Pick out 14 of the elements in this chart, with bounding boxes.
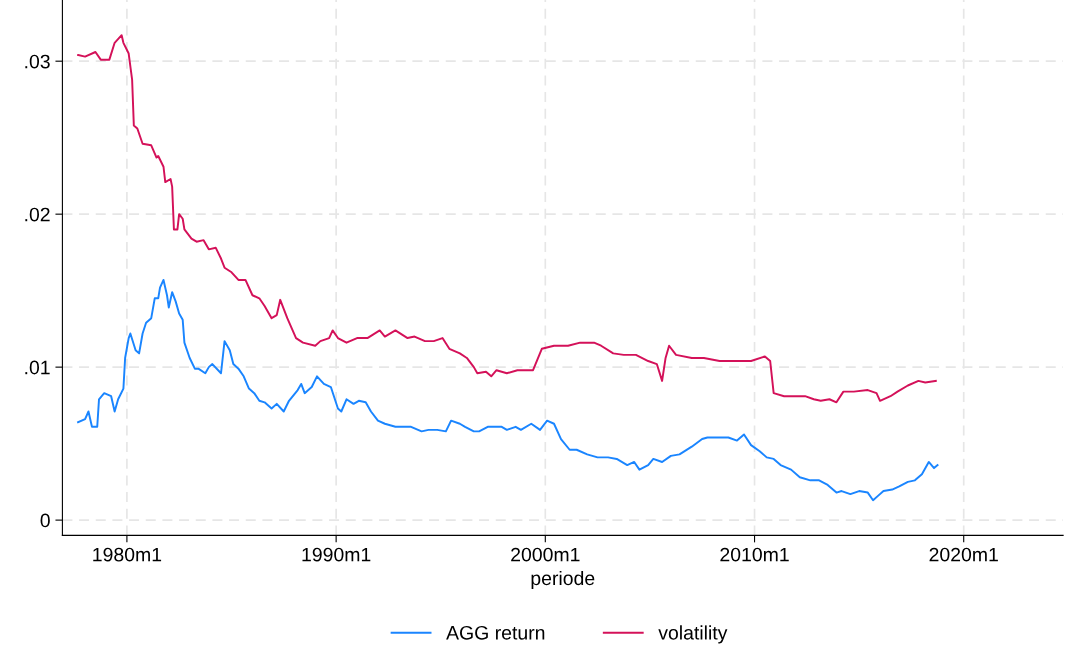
legend-label: volatility xyxy=(658,625,728,644)
legend-label: AGG return xyxy=(446,625,545,640)
y-tick-label: .01 xyxy=(25,360,50,375)
y-tick-label: .03 xyxy=(25,54,50,69)
x-tick-label: 1980m1 xyxy=(93,547,162,562)
y-tick-label: .02 xyxy=(25,207,50,222)
x-tick-label: 1990m1 xyxy=(302,547,371,562)
x-tick-label: 2010m1 xyxy=(720,547,789,562)
x-tick-label: 2020m1 xyxy=(929,547,998,562)
line-series xyxy=(77,278,939,502)
x-axis-title: periode xyxy=(531,570,595,590)
line-series xyxy=(77,34,937,404)
y-tick-label: 0 xyxy=(40,513,50,528)
x-tick-label: 2000m1 xyxy=(511,547,580,562)
